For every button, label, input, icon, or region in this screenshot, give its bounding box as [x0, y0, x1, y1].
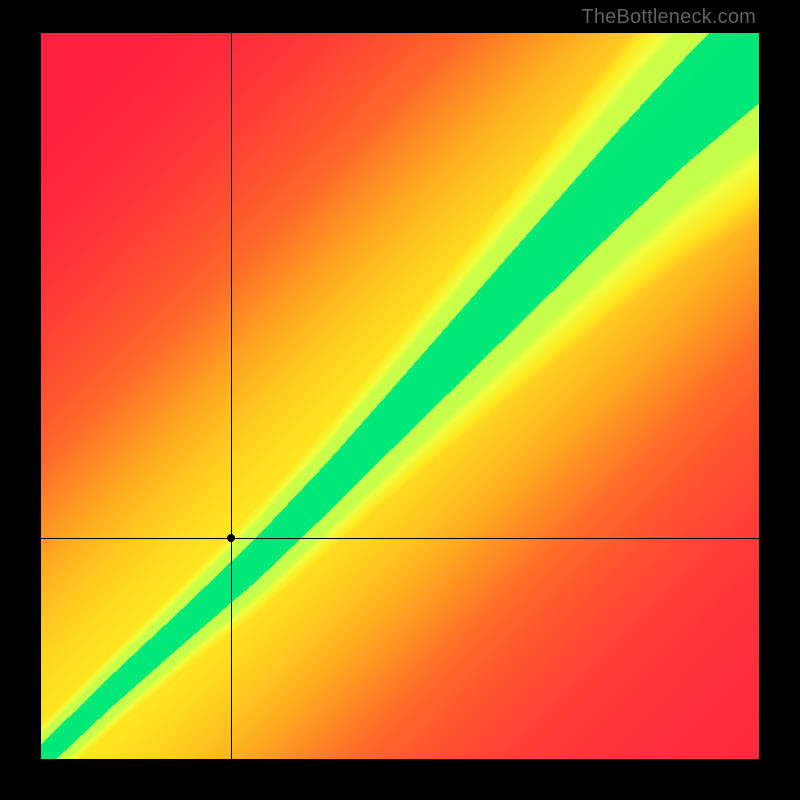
- watermark-text: TheBottleneck.com: [581, 6, 756, 29]
- marker-dot: [227, 534, 235, 542]
- plot-area: [40, 32, 760, 760]
- crosshair-vertical: [231, 32, 232, 760]
- crosshair-horizontal: [40, 538, 760, 539]
- bottleneck-heatmap: [40, 32, 760, 760]
